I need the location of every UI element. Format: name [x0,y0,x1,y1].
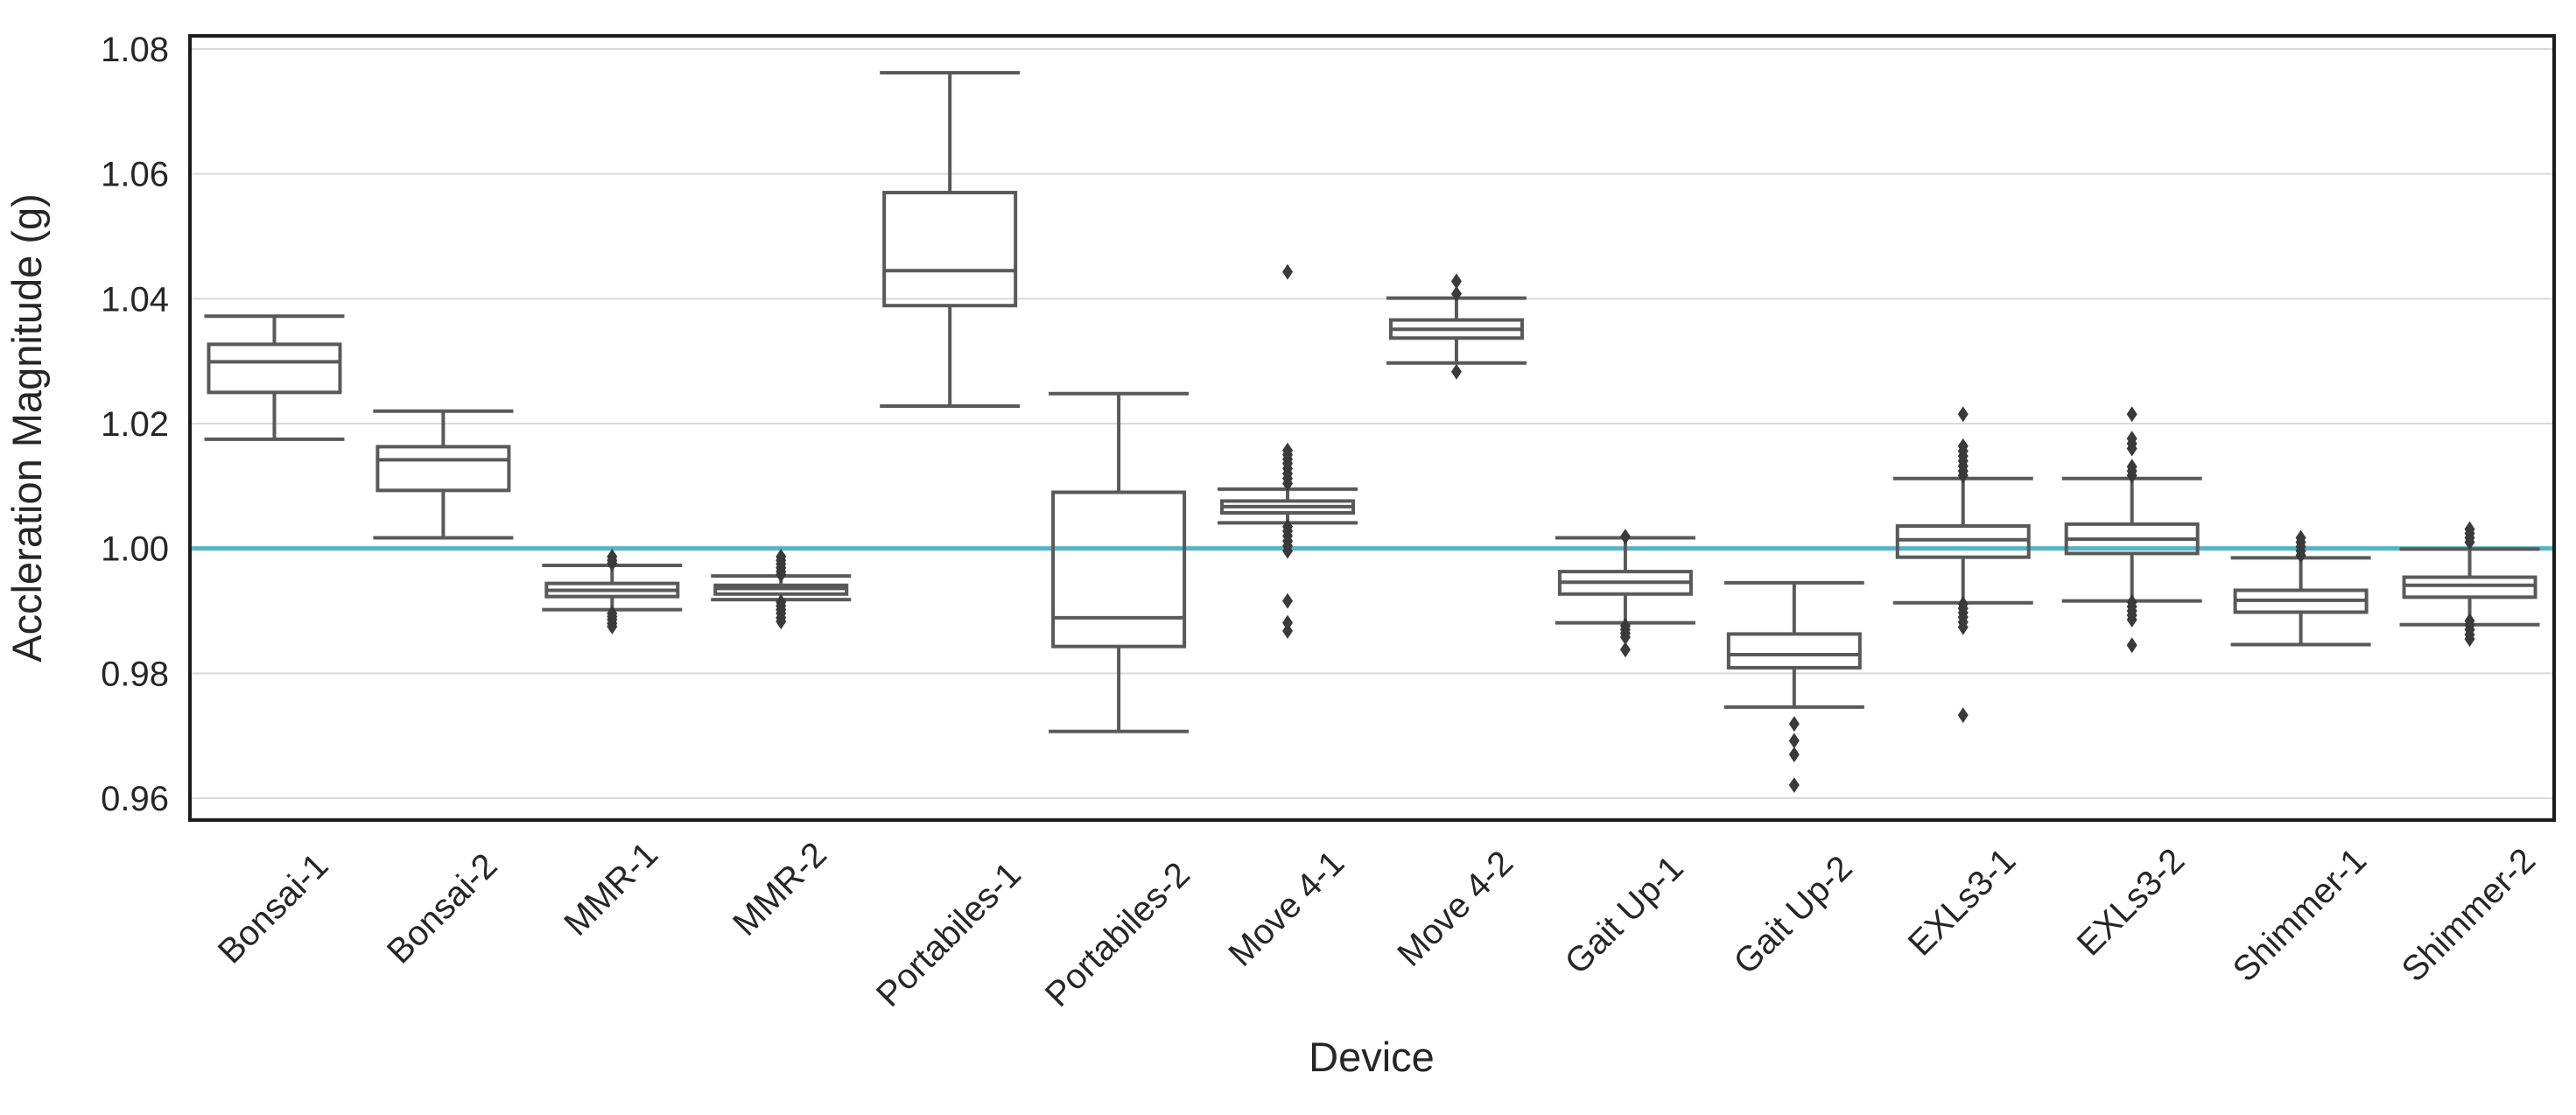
box-move-4-1 [1218,263,1358,639]
outlier-point [1282,543,1294,559]
y-tick-label: 1.08 [101,31,169,69]
outlier-point [776,566,787,583]
y-tick-label: 1.00 [101,530,169,569]
outlier-point [1450,273,1462,290]
outlier-point [1957,619,1969,635]
x-tick-label-gait-up-1: Gait Up-1 [1558,849,1691,982]
box-shimmer-2 [2399,521,2540,648]
y-tick-label: 1.04 [101,280,169,319]
x-tick-label-move-4-1: Move 4-1 [1221,844,1351,974]
outlier-point [2464,534,2475,550]
box-exls3-1 [1892,406,2033,724]
outlier-point [1957,406,1969,423]
y-tick-label: 1.06 [101,156,169,194]
iqr-box [376,445,511,493]
outlier-point [1619,642,1631,658]
outlier-point [1450,363,1462,380]
outlier-point [607,618,618,635]
outlier-point [2126,440,2137,457]
outlier-point [607,555,618,572]
axes-spines [188,34,2556,822]
outlier-point [2126,467,2137,484]
outlier-point [1282,475,1294,492]
box-exls3-2 [2061,406,2202,654]
box-shimmer-1 [2230,529,2371,647]
outlier-point [2295,547,2306,564]
outlier-point [1788,716,1800,733]
y-tick-label: 0.98 [101,655,169,693]
x-tick-label-portabiles-2: Portabiles-2 [1038,855,1197,1014]
outlier-point [1788,733,1800,749]
outlier-point [2464,631,2475,648]
axis-labels-layer: Accleration Magnitude (g) Device [4,193,1435,1080]
gridlines [190,47,2554,800]
iqr-box [1051,490,1187,649]
outlier-point [1282,263,1294,280]
iqr-box [207,342,342,395]
outlier-point [1788,747,1800,763]
iqr-box [1895,524,2031,559]
x-tick-label-exls3-2: EXLs3-2 [2070,841,2193,964]
iqr-box [1726,632,1862,670]
outlier-point [1957,707,1969,724]
outlier-point [1619,628,1631,645]
box-mmr-1 [542,548,683,635]
outlier-point [1957,467,1969,484]
boxes-layer [204,71,2540,794]
x-tick-label-mmr-1: MMR-1 [557,835,665,943]
outlier-point [1282,614,1294,631]
y-tick-label: 0.96 [101,780,169,818]
outlier-point [2126,637,2137,654]
x-tick-label-bonsai-1: Bonsai-1 [211,846,336,971]
x-tick-label-bonsai-2: Bonsai-2 [380,846,505,971]
x-tick-label-gait-up-2: Gait Up-2 [1727,849,1860,982]
outlier-point [2126,406,2137,423]
x-tick-label-exls3-1: EXLs3-1 [1901,841,2024,964]
y-tick-label: 1.02 [101,405,169,444]
outlier-point [776,614,787,630]
x-tick-label-mmr-2: MMR-2 [726,835,834,943]
box-portabiles-1 [880,71,1021,409]
x-axis-label: Device [1309,1034,1435,1080]
outlier-point [1282,622,1294,639]
box-mmr-2 [711,548,852,630]
box-portabiles-2 [1049,391,1190,733]
iqr-box [882,191,1018,308]
box-move-4-2 [1386,273,1527,380]
outlier-point [1788,777,1800,794]
outlier-point [1450,285,1462,302]
box-gait-up-2 [1723,580,1864,794]
y-axis-label: Accleration Magnitude (g) [4,193,50,663]
outlier-point [1282,593,1294,609]
box-bonsai-1 [204,314,345,441]
box-bonsai-2 [373,409,514,540]
iqr-box [2402,575,2537,600]
outlier-point [2126,612,2137,628]
box-gait-up-1 [1555,529,1695,658]
x-tick-label-move-4-2: Move 4-2 [1390,844,1520,974]
x-tick-label-shimmer-2: Shimmer-2 [2395,841,2543,989]
x-tick-label-shimmer-1: Shimmer-1 [2226,841,2374,989]
x-tick-label-portabiles-1: Portabiles-1 [869,855,1028,1014]
plot-border [188,34,2556,822]
outlier-point [1619,529,1631,545]
